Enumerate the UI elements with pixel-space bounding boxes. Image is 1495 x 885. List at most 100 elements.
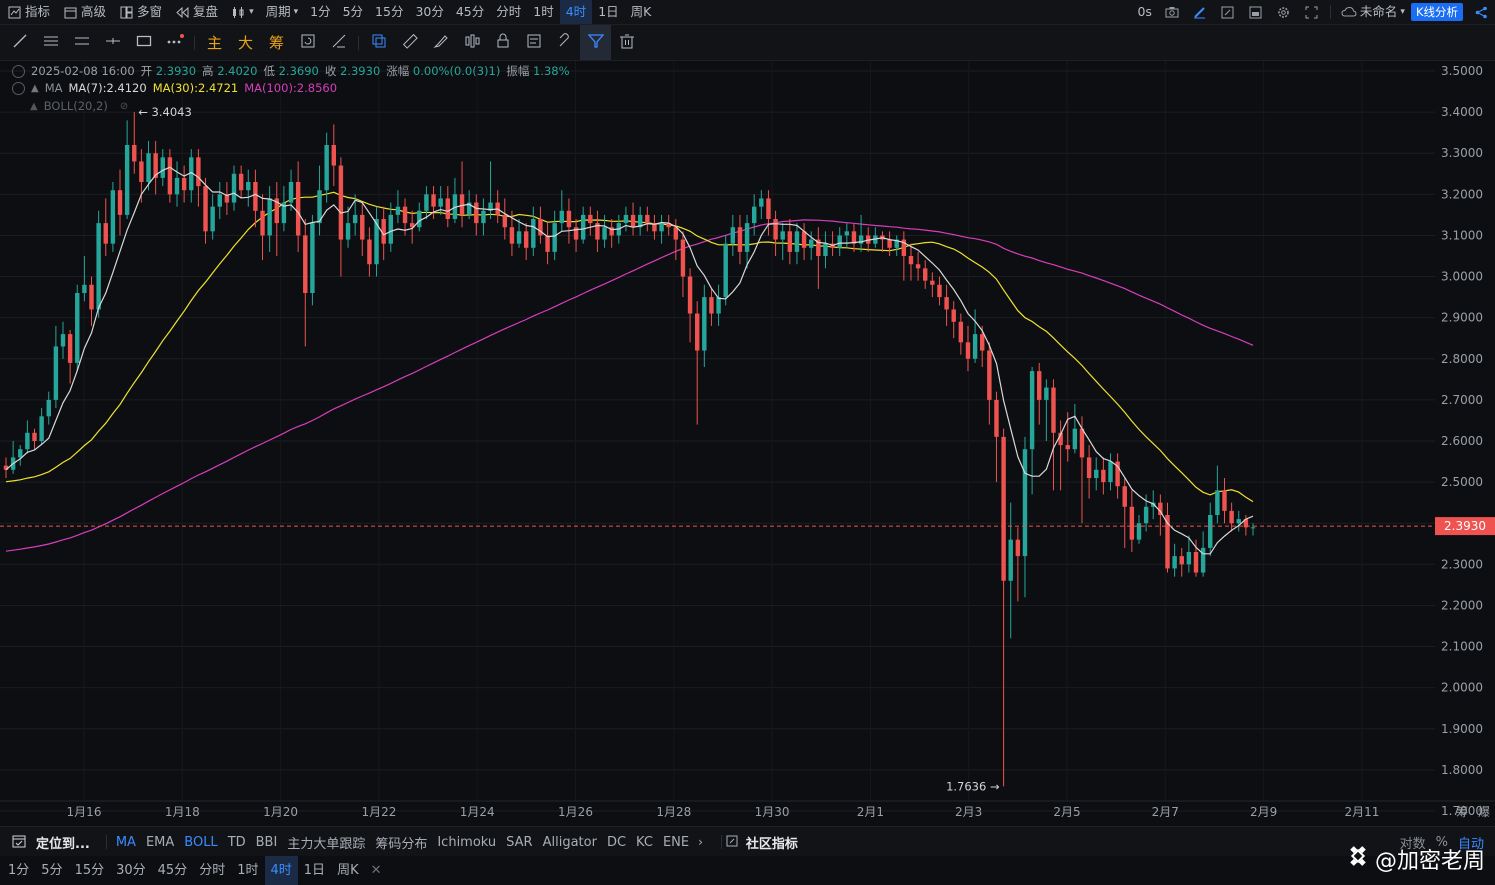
period-1h[interactable]: 1时 <box>527 0 559 24</box>
candle-body <box>452 194 458 219</box>
settings-button[interactable] <box>1270 0 1298 24</box>
candle-body <box>1037 371 1042 400</box>
main-indicator-button[interactable]: 主 <box>206 34 222 52</box>
percent-scale-toggle[interactable]: % <box>1435 834 1448 850</box>
period-bar-timeline[interactable]: 分时 <box>199 863 226 878</box>
screenshot-button[interactable] <box>1158 0 1186 24</box>
period-30m[interactable]: 30分 <box>409 0 449 24</box>
indicator-ema[interactable]: EMA <box>145 834 175 850</box>
period-1m[interactable]: 1分 <box>304 0 336 24</box>
candle-body <box>652 223 657 232</box>
period-bar-1h[interactable]: 1时 <box>237 863 259 878</box>
period-4h[interactable]: 4时 <box>559 0 593 24</box>
period-1w[interactable]: 周K <box>625 0 658 24</box>
indicator-ma[interactable]: MA <box>115 834 136 850</box>
copy-tool[interactable] <box>363 25 394 60</box>
brush-tool[interactable] <box>425 25 456 60</box>
chart-type-dropdown[interactable]: ▾ <box>224 0 260 24</box>
candle-body <box>723 243 728 298</box>
indicator-chips[interactable]: 筹码分布 <box>375 836 428 852</box>
period-15m[interactable]: 15分 <box>369 0 409 24</box>
draw-pen-button[interactable] <box>1186 0 1214 24</box>
community-indicators-button[interactable]: 社区指标 <box>745 836 798 852</box>
period-bar-15m[interactable]: 15分 <box>74 863 105 878</box>
candle-body <box>994 399 999 437</box>
indicator-dc[interactable]: DC <box>606 834 627 850</box>
sync-icon <box>300 33 316 52</box>
bell-icon[interactable]: ▲ <box>30 100 38 112</box>
big-order-button[interactable]: 大 <box>237 34 253 52</box>
period-bar-5m[interactable]: 5分 <box>41 863 63 878</box>
candle-body <box>352 214 358 224</box>
eye-icon[interactable] <box>12 81 25 95</box>
layout-button[interactable] <box>1242 0 1270 24</box>
period-timeline[interactable]: 分时 <box>490 0 527 24</box>
cloud-layout-dropdown[interactable]: 未命名 ▾ <box>1335 0 1411 24</box>
fullscreen-button[interactable] <box>1298 0 1326 24</box>
magnet-tool[interactable] <box>549 25 580 60</box>
period-bar-1m[interactable]: 1分 <box>8 863 30 878</box>
indicator-ichimoku[interactable]: Ichimoku <box>437 834 497 850</box>
indicator-sar[interactable]: SAR <box>506 834 533 850</box>
period-1d[interactable]: 1日 <box>592 0 624 24</box>
latency-value: 0s <box>1137 4 1152 19</box>
chevron-right-icon[interactable]: › <box>698 835 703 849</box>
lock-tool[interactable] <box>487 25 518 60</box>
indicator-boll[interactable]: BOLL <box>184 834 218 850</box>
indicator-bbi[interactable]: BBI <box>255 834 278 850</box>
ruler-tool[interactable] <box>394 25 425 60</box>
replay-button[interactable]: 复盘 <box>168 0 224 24</box>
advanced-button[interactable]: 高级 <box>56 0 112 24</box>
fullscreen-exit-button[interactable] <box>1214 0 1242 24</box>
indicators-button[interactable]: 指标 <box>0 0 56 24</box>
channel-tool[interactable] <box>66 25 97 60</box>
multiwindow-button[interactable]: 多窗 <box>112 0 168 24</box>
measure-tool[interactable] <box>456 25 487 60</box>
auto-scale-toggle[interactable]: 自动 <box>1457 836 1484 852</box>
filter-icon <box>587 33 604 52</box>
indicator-ene[interactable]: ENE <box>662 834 690 850</box>
period-45m[interactable]: 45分 <box>450 0 490 24</box>
indicator-bigorder[interactable]: 主力大单跟踪 <box>287 836 366 852</box>
y-tick-label: 2.2000 <box>1441 598 1483 612</box>
sync-tool[interactable] <box>292 25 323 60</box>
period-bar-1w[interactable]: 周K <box>337 863 359 878</box>
rectangle-tool[interactable] <box>128 25 159 60</box>
calendar-icon <box>12 834 26 851</box>
close-icon[interactable]: ✕ <box>370 863 382 878</box>
indicator-alligator[interactable]: Alligator <box>542 834 597 850</box>
candle-body <box>531 219 536 248</box>
period-bar-1d[interactable]: 1日 <box>303 863 326 878</box>
bell-icon[interactable]: ▲ <box>31 82 39 94</box>
indicator-td[interactable]: TD <box>227 834 246 850</box>
eraser-tool[interactable] <box>323 25 354 60</box>
period-dropdown[interactable]: 周期 ▾ <box>260 0 305 24</box>
trendline-tool[interactable] <box>4 25 35 60</box>
eye-icon[interactable] <box>12 64 25 78</box>
candlestick-chart[interactable]: 3.5000 3.4000 3.3000 3.2000 3.1000 3.0000 2.90… <box>0 61 1495 826</box>
delete-tool[interactable] <box>611 25 642 60</box>
notes-tool[interactable] <box>518 25 549 60</box>
log-scale-toggle[interactable]: 对数 <box>1399 836 1426 852</box>
kline-analysis-button[interactable]: K线分析 <box>1410 3 1463 21</box>
period-45m-label: 45分 <box>455 4 485 19</box>
period-bar-4h[interactable]: 4时 <box>264 856 298 885</box>
eye-slash-icon[interactable]: ⊘ <box>119 100 129 112</box>
candle-body <box>666 223 671 228</box>
period-5m[interactable]: 5分 <box>337 0 369 24</box>
parallel-lines-tool[interactable] <box>35 25 66 60</box>
chip-button[interactable]: 筹 <box>268 34 284 52</box>
period-bar-45m[interactable]: 45分 <box>157 863 188 878</box>
candle-body <box>837 235 842 248</box>
locate-button[interactable]: 定位到... <box>36 836 90 852</box>
more-tools[interactable] <box>159 25 190 60</box>
candle-body <box>1079 428 1085 458</box>
period-bar-30m[interactable]: 30分 <box>116 863 146 878</box>
share-button[interactable] <box>1467 0 1495 24</box>
horizontal-line-tool[interactable] <box>97 25 128 60</box>
period-5m-label: 5分 <box>342 4 364 19</box>
replay-label: 复盘 <box>193 4 219 19</box>
filter-tool[interactable] <box>580 25 611 60</box>
indicator-kc[interactable]: KC <box>636 834 653 850</box>
candle-body <box>1115 461 1120 487</box>
